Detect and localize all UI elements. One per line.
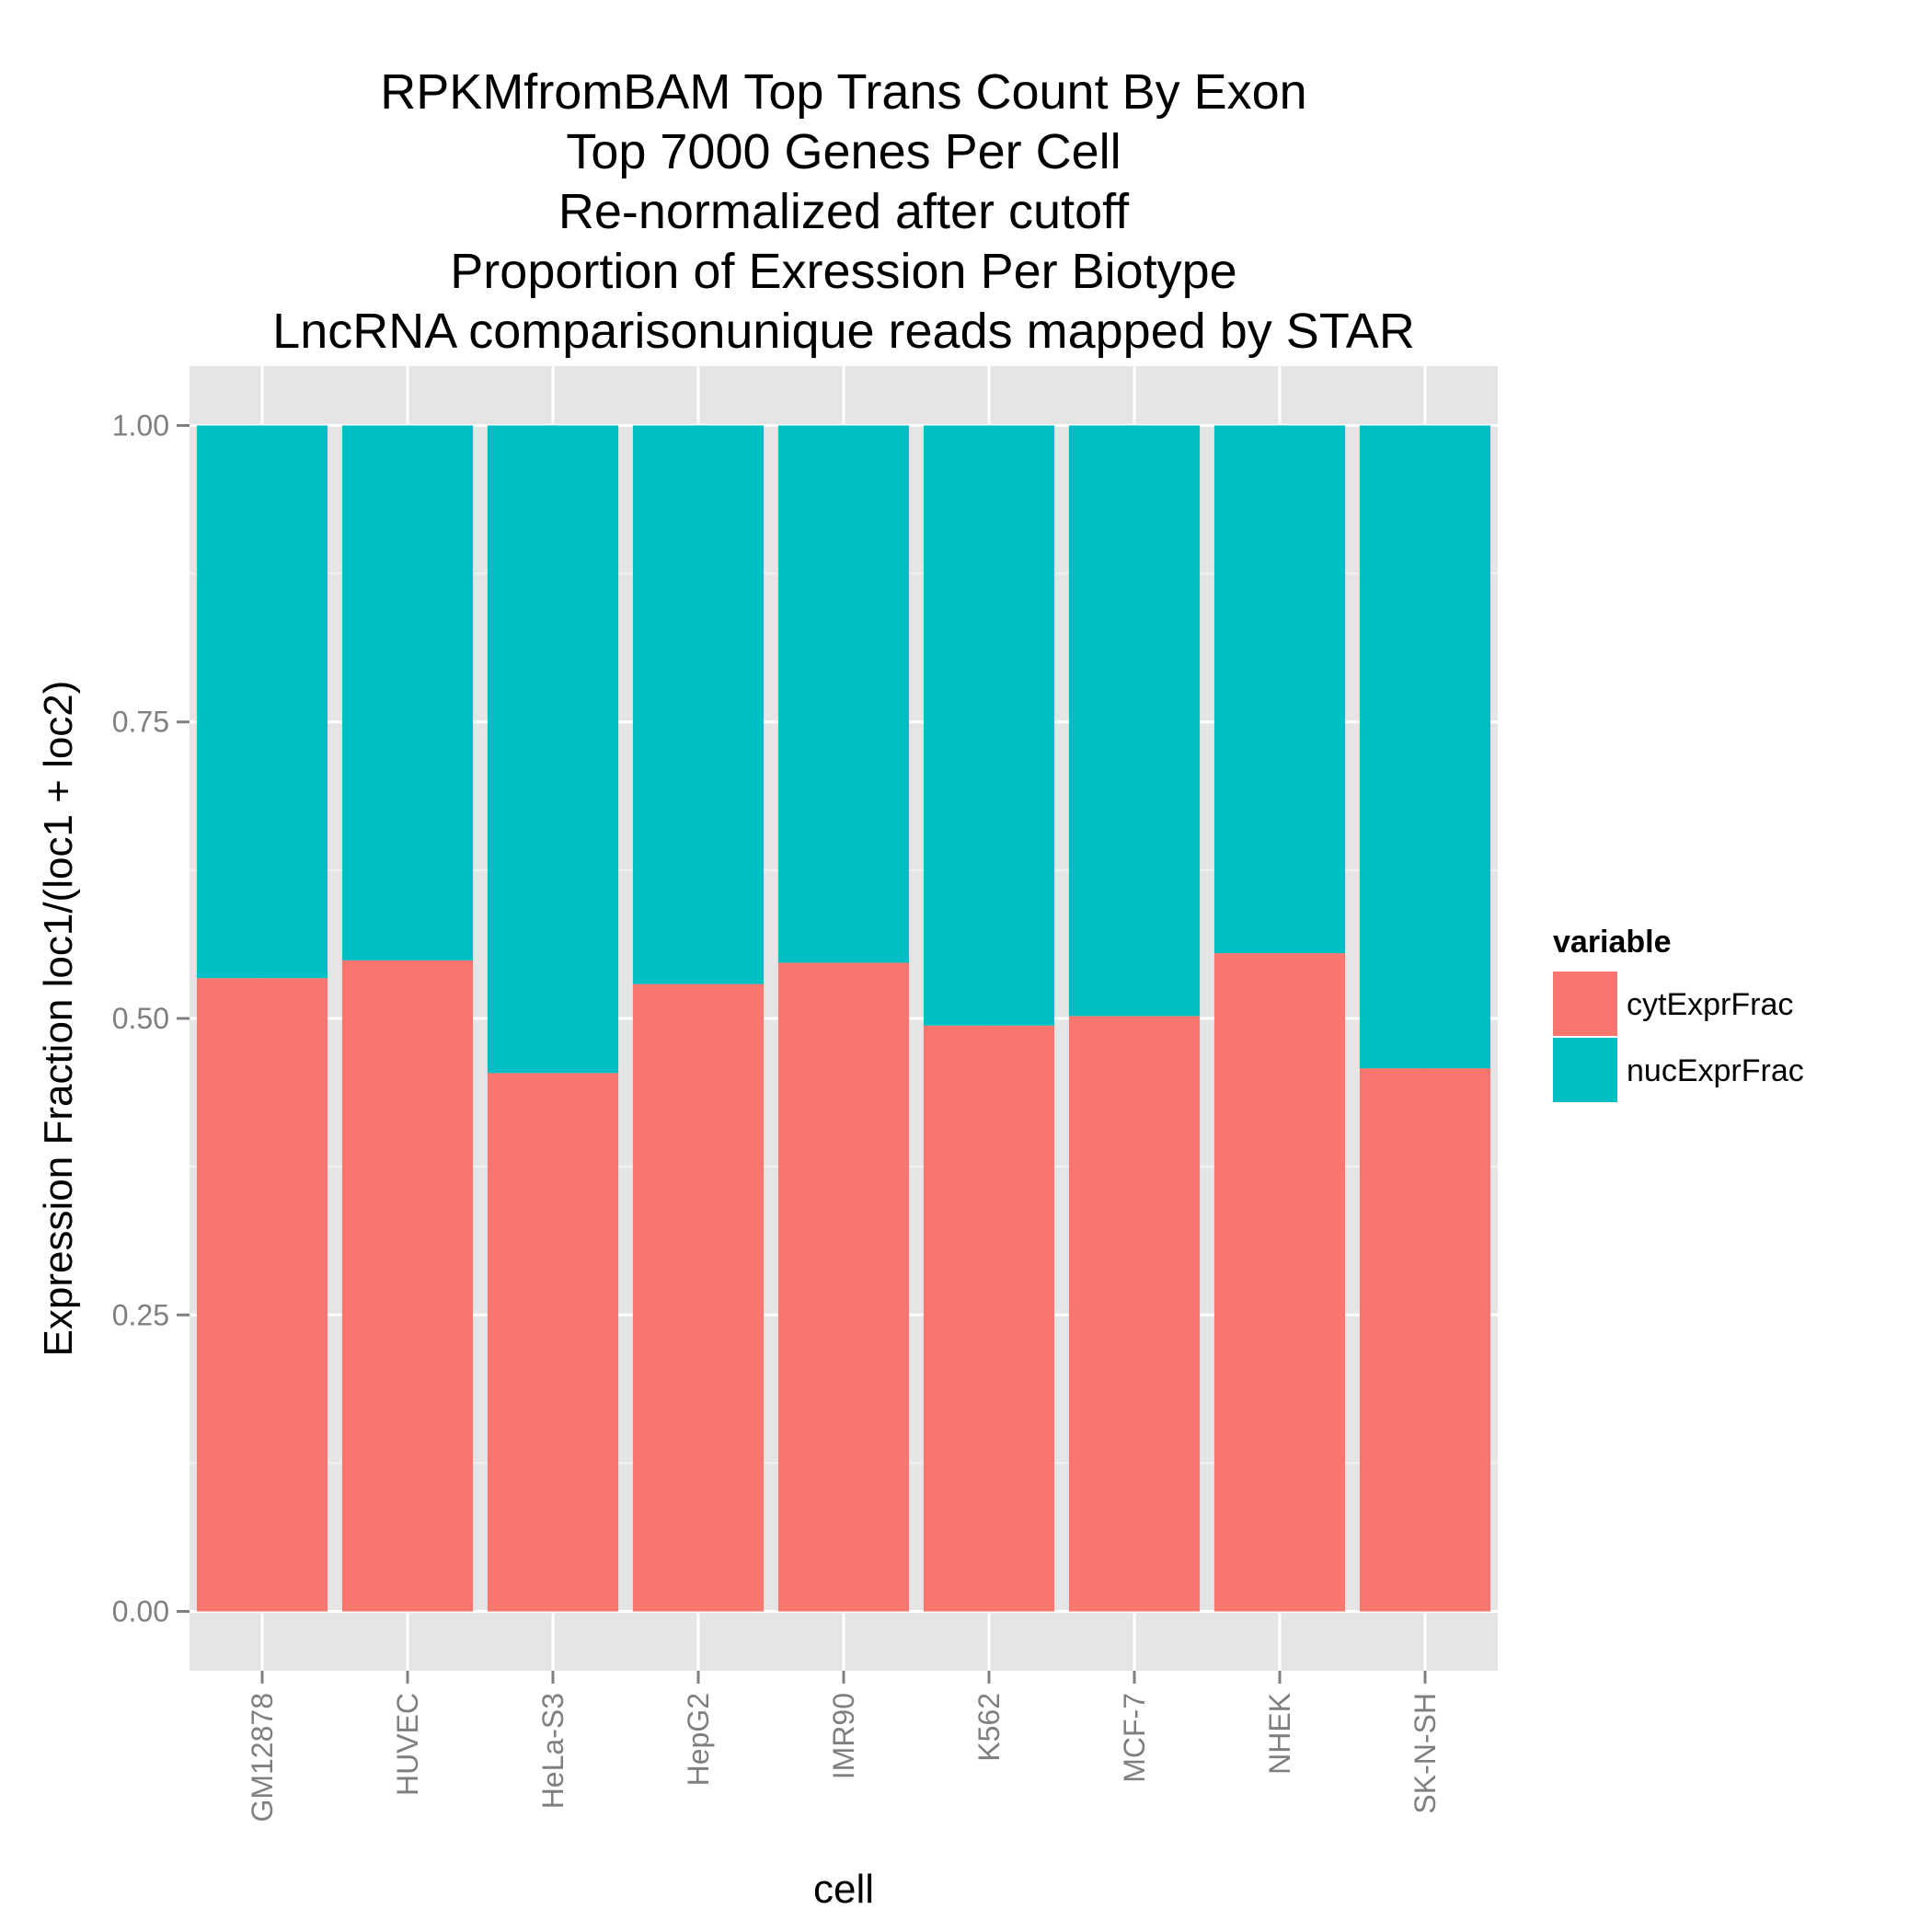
legend-title: variable: [1553, 925, 1672, 960]
legend-key-cytExprFrac: [1553, 972, 1617, 1036]
bar-cytExprFrac: [196, 978, 328, 1612]
legend: variable cytExprFrac nucExprFrac: [1553, 925, 1804, 1102]
x-tick-label: HUVEC: [391, 1693, 424, 1796]
x-tick-label: GM12878: [246, 1693, 279, 1823]
bar-nucExprFrac: [1068, 425, 1201, 1017]
x-tick-label: HeLa-S3: [536, 1693, 569, 1809]
bar-nucExprFrac: [1359, 425, 1491, 1069]
chart-title: RPKMfromBAM Top Trans Count By Exon Top …: [272, 64, 1415, 359]
title-line-2: Top 7000 Genes Per Cell: [566, 124, 1121, 179]
y-tick-label: 1.00: [112, 408, 169, 442]
bar-nucExprFrac: [196, 425, 328, 979]
bar-nucExprFrac: [1213, 425, 1346, 954]
x-tick-label: SK-N-SH: [1409, 1693, 1442, 1814]
title-line-5: LncRNA comparisonunique reads mapped by …: [272, 304, 1415, 359]
bars: [196, 425, 1491, 1612]
y-axis: 0.00 0.25 0.50 0.75 1.00: [112, 408, 190, 1628]
y-axis-title: Expression Fraction loc1/(loc1 + loc2): [36, 681, 81, 1357]
title-line-3: Re-normalized after cutoff: [558, 184, 1130, 239]
legend-label-cytExprFrac: cytExprFrac: [1627, 987, 1793, 1022]
bar-nucExprFrac: [487, 425, 619, 1074]
y-tick-label: 0.50: [112, 1002, 169, 1035]
bar-cytExprFrac: [1068, 1016, 1201, 1612]
legend-label-nucExprFrac: nucExprFrac: [1627, 1053, 1804, 1088]
bar-cytExprFrac: [1213, 953, 1346, 1612]
bar-cytExprFrac: [341, 960, 474, 1612]
bar-nucExprFrac: [923, 425, 1055, 1026]
bar-cytExprFrac: [1359, 1068, 1491, 1612]
bar-cytExprFrac: [632, 983, 765, 1612]
x-tick-label: K562: [972, 1693, 1006, 1762]
x-tick-label: MCF-7: [1118, 1693, 1151, 1783]
bar-cytExprFrac: [487, 1073, 619, 1612]
bar-cytExprFrac: [777, 962, 910, 1612]
title-line-1: RPKMfromBAM Top Trans Count By Exon: [380, 64, 1306, 120]
bar-cytExprFrac: [923, 1025, 1055, 1612]
x-axis-title: cell: [813, 1867, 874, 1912]
y-tick-label: 0.25: [112, 1298, 169, 1331]
x-tick-label: IMR90: [827, 1693, 860, 1779]
bar-nucExprFrac: [777, 425, 910, 963]
bar-nucExprFrac: [341, 425, 474, 960]
title-line-4: Proportion of Exression Per Biotype: [450, 244, 1236, 299]
y-tick-label: 0.00: [112, 1595, 169, 1628]
x-tick-label: NHEK: [1263, 1693, 1296, 1775]
x-axis: GM12878 HUVEC HeLa-S3 HepG2 IMR90 K562 MCF-7 NH…: [246, 1671, 1442, 1823]
legend-key-nucExprFrac: [1553, 1038, 1617, 1102]
bar-nucExprFrac: [632, 425, 765, 984]
x-tick-label: HepG2: [682, 1693, 715, 1786]
y-tick-label: 0.75: [112, 706, 169, 739]
